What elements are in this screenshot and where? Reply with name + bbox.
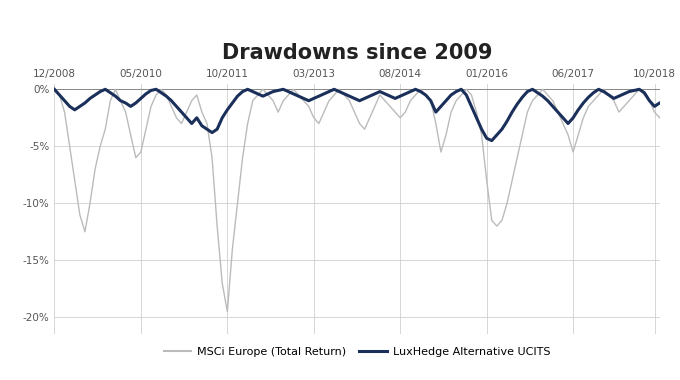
Title: Drawdowns since 2009: Drawdowns since 2009 [222,43,492,63]
Legend: MSCi Europe (Total Return), LuxHedge Alternative UCITS: MSCi Europe (Total Return), LuxHedge Alt… [159,342,555,361]
